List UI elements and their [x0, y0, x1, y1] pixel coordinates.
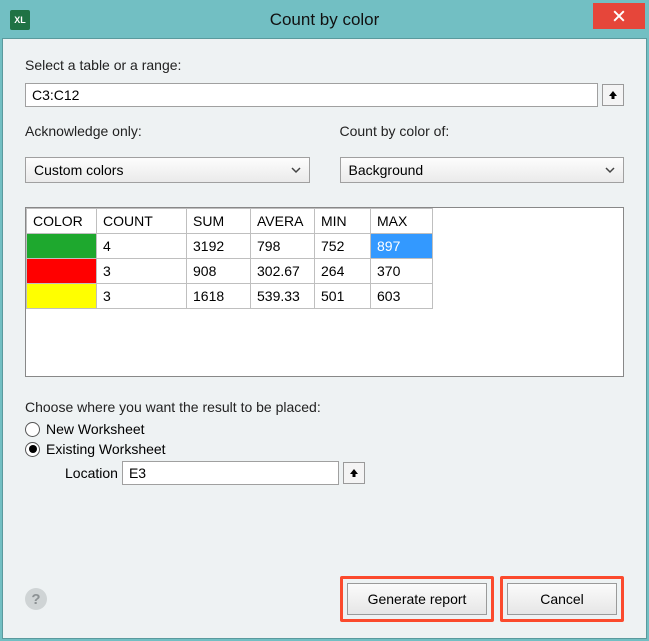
chevron-down-icon: [291, 165, 301, 175]
radio-label: Existing Worksheet: [46, 441, 166, 457]
choose-where-label: Choose where you want the result to be p…: [25, 399, 624, 415]
table-header-cell[interactable]: AVERA: [251, 209, 315, 234]
count-by-select-value: Background: [349, 162, 424, 178]
acknowledge-label: Acknowledge only:: [25, 123, 310, 139]
location-picker-button[interactable]: [343, 462, 365, 484]
dialog-footer: ? Generate report Cancel: [25, 576, 624, 622]
table-cell[interactable]: 3: [97, 284, 187, 309]
arrow-up-icon: [608, 90, 618, 100]
titlebar: XL Count by color: [2, 2, 647, 38]
radio-icon: [25, 422, 40, 437]
table-cell[interactable]: 3: [97, 259, 187, 284]
highlight-box: Generate report: [340, 576, 494, 622]
table-cell[interactable]: 798: [251, 234, 315, 259]
table-header-cell[interactable]: COLOR: [27, 209, 97, 234]
table-cell[interactable]: 539.33: [251, 284, 315, 309]
table-cell[interactable]: 603: [371, 284, 433, 309]
acknowledge-select-value: Custom colors: [34, 162, 123, 178]
button-group: Generate report Cancel: [340, 576, 624, 622]
dialog-content: Select a table or a range: Acknowledge o…: [2, 38, 647, 639]
table-header-row: COLORCOUNTSUMAVERAMINMAX: [27, 209, 433, 234]
radio-existing-worksheet[interactable]: Existing Worksheet: [25, 441, 624, 457]
radio-new-worksheet[interactable]: New Worksheet: [25, 421, 624, 437]
table-cell[interactable]: 302.67: [251, 259, 315, 284]
table-cell[interactable]: 897: [371, 234, 433, 259]
table-row: 3908302.67264370: [27, 259, 433, 284]
range-row: [25, 83, 624, 107]
results-table-wrap: COLORCOUNTSUMAVERAMINMAX 431927987528973…: [25, 207, 624, 377]
location-row: Location: [65, 461, 365, 485]
table-cell[interactable]: 370: [371, 259, 433, 284]
color-swatch-cell[interactable]: [27, 234, 97, 259]
table-cell[interactable]: 264: [315, 259, 371, 284]
table-cell[interactable]: 501: [315, 284, 371, 309]
table-header-cell[interactable]: MIN: [315, 209, 371, 234]
table-cell[interactable]: 752: [315, 234, 371, 259]
highlight-box: Cancel: [500, 576, 624, 622]
table-header-cell[interactable]: SUM: [187, 209, 251, 234]
radio-icon: [25, 442, 40, 457]
radio-label: New Worksheet: [46, 421, 145, 437]
table-row: 43192798752897: [27, 234, 433, 259]
select-range-label: Select a table or a range:: [25, 57, 624, 73]
dialog-window: XL Count by color Select a table or a ra…: [0, 0, 649, 641]
range-input[interactable]: [25, 83, 598, 107]
acknowledge-select[interactable]: Custom colors: [25, 157, 310, 183]
table-row: 31618539.33501603: [27, 284, 433, 309]
color-swatch-cell[interactable]: [27, 259, 97, 284]
table-body: 431927987528973908302.6726437031618539.3…: [27, 234, 433, 309]
table-cell[interactable]: 1618: [187, 284, 251, 309]
window-title: Count by color: [2, 10, 647, 30]
results-table: COLORCOUNTSUMAVERAMINMAX 431927987528973…: [26, 208, 433, 309]
location-input[interactable]: [122, 461, 339, 485]
table-header-cell[interactable]: MAX: [371, 209, 433, 234]
count-by-label: Count by color of:: [340, 123, 625, 139]
table-header-cell[interactable]: COUNT: [97, 209, 187, 234]
location-label: Location: [65, 465, 118, 481]
cancel-button[interactable]: Cancel: [507, 583, 617, 615]
chevron-down-icon: [605, 165, 615, 175]
range-picker-button[interactable]: [602, 84, 624, 106]
table-cell[interactable]: 4: [97, 234, 187, 259]
count-by-select[interactable]: Background: [340, 157, 625, 183]
generate-report-button[interactable]: Generate report: [347, 583, 487, 615]
help-button[interactable]: ?: [25, 588, 47, 610]
table-cell[interactable]: 3192: [187, 234, 251, 259]
table-cell[interactable]: 908: [187, 259, 251, 284]
arrow-up-icon: [349, 468, 359, 478]
color-swatch-cell[interactable]: [27, 284, 97, 309]
